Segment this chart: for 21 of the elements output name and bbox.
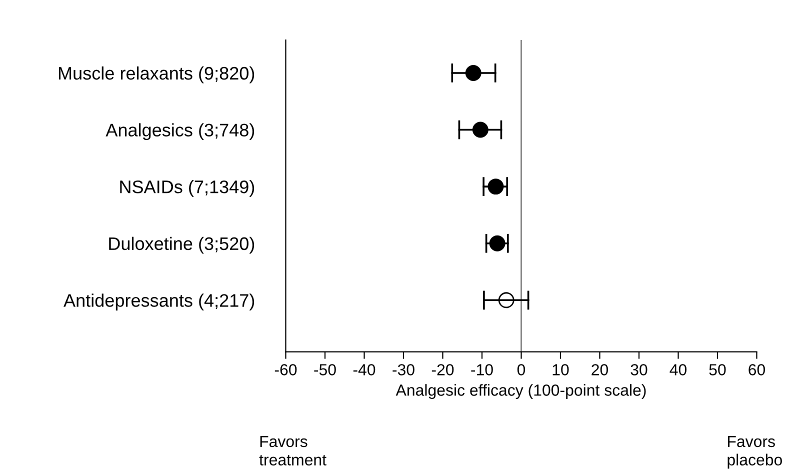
x-tick-label: 10 <box>552 364 569 376</box>
x-tick-label: -20 <box>432 364 454 376</box>
x-tick-label: 60 <box>748 364 765 376</box>
y-tick-label: Muscle relaxants (9;820) <box>58 66 254 84</box>
x-tick-label: 50 <box>709 364 726 376</box>
x-tick-label: -30 <box>392 364 414 376</box>
text: Favors treatment <box>259 436 326 466</box>
y-tick-label: Antidepressants (4;217) <box>64 294 254 310</box>
text: Favors placebo <box>728 436 782 469</box>
x-tick-label: -10 <box>471 364 493 376</box>
x-tick-label: 30 <box>630 364 648 376</box>
y-tick-label: NSAIDs (7;1349) <box>120 180 254 197</box>
x-tick-label: 20 <box>592 364 608 376</box>
y-tick-label: Analgesics (3;748) <box>106 123 254 140</box>
y-tick-label: Duloxetine (3;520) <box>109 236 254 254</box>
x-tick-label: 40 <box>670 364 686 376</box>
x-axis-title: Analgesic efficacy (100-point scale) <box>396 384 646 399</box>
x-tick-label: 0 <box>517 364 526 376</box>
x-tick-label: -50 <box>314 364 336 376</box>
x-tick-label: -60 <box>274 364 297 376</box>
x-tick-label: -40 <box>353 364 376 376</box>
